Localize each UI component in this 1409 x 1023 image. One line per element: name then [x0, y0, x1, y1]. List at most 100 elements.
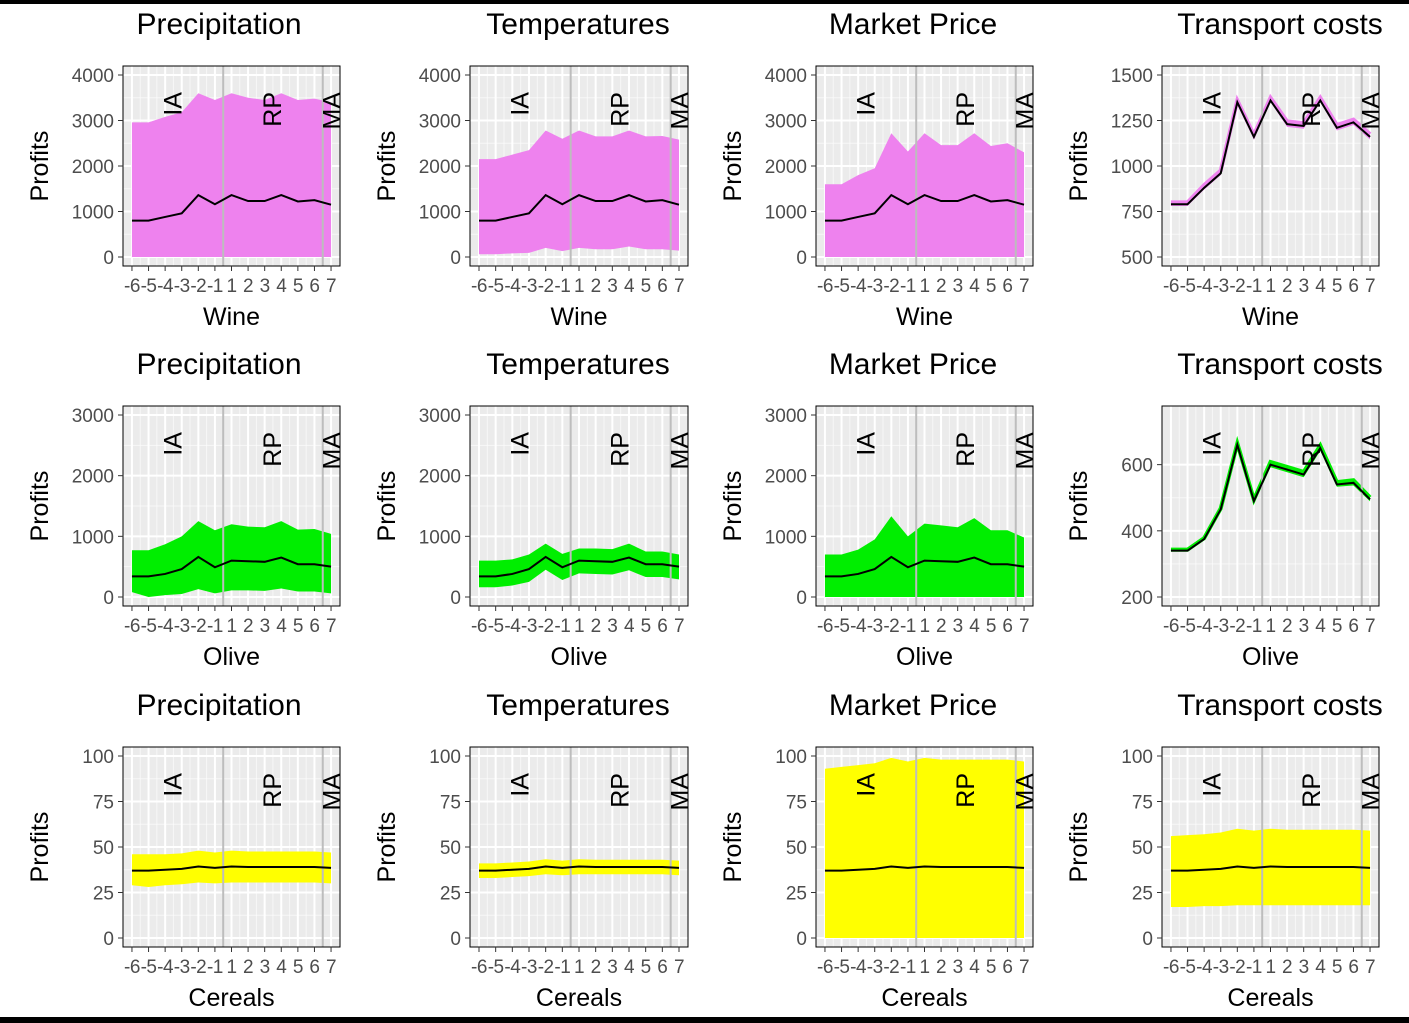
y-tick-label: 1000 [419, 527, 461, 548]
y-axis-title: Profits [719, 812, 747, 883]
y-tick-label: 3000 [765, 112, 807, 133]
x-tick-label: -4 [850, 616, 867, 637]
period-label-rp: RP [1298, 432, 1326, 467]
y-tick-label: 3000 [419, 112, 461, 133]
x-tick-label: 1 [1265, 616, 1275, 637]
panel-1: IA RP MA 0 1000 2000 3000 4000 -6 -5 -4 -3 -2 -1 1 2 3 4 5… [26, 8, 347, 331]
uncertainty-band [824, 516, 1025, 597]
x-tick-label: 1 [574, 616, 584, 637]
x-tick-label: -3 [1213, 616, 1229, 637]
x-tick-label: -2 [1229, 957, 1245, 978]
x-tick-label: 7 [1365, 957, 1375, 978]
x-tick-label: -1 [554, 276, 570, 297]
y-tick-label: 0 [450, 588, 461, 609]
median-line [1170, 441, 1371, 552]
median-line [479, 555, 680, 578]
x-tick-label: 4 [624, 276, 635, 297]
x-tick-label: -5 [141, 616, 157, 637]
panel-2: IA RP MA 0 1000 2000 3000 4000 -6 -5 -4 -3 -2 -1 1 2 3 4 5… [373, 8, 695, 331]
x-tick-label: 7 [1019, 276, 1029, 297]
x-tick-label: 1 [226, 616, 236, 637]
x-tick-label: 6 [1348, 616, 1358, 637]
x-tick-label: -6 [1163, 616, 1179, 637]
x-tick-label: 1 [1265, 276, 1275, 297]
x-tick-label: -2 [538, 276, 554, 297]
x-tick-label: 1 [226, 276, 236, 297]
x-axis-title: Cereals [536, 984, 622, 1012]
x-tick-label: -4 [1196, 616, 1213, 637]
x-tick-label: 3 [953, 957, 963, 978]
y-tick-label: 600 [1121, 456, 1153, 477]
period-label-ia: IA [852, 773, 880, 797]
panel-9: IA RP MA 0 25 50 75 100 -6 -5 -4 -3 -2 -1 1 2 3 4 5 6 7 Cerea… [26, 689, 347, 1012]
panel-title: Temperatures [486, 348, 669, 381]
x-tick-label: -5 [834, 957, 850, 978]
x-tick-label: 5 [293, 276, 303, 297]
x-tick-label: 3 [607, 957, 617, 978]
period-label-ia: IA [159, 432, 187, 456]
y-axis-title: Profits [1065, 812, 1093, 883]
x-tick-label: 6 [657, 616, 667, 637]
x-tick-label: -5 [1180, 616, 1196, 637]
period-label-rp: RP [607, 432, 635, 467]
period-label-rp: RP [259, 92, 287, 127]
median-line [824, 865, 1025, 872]
x-tick-label: 1 [919, 616, 929, 637]
x-tick-label: 2 [936, 616, 946, 637]
x-tick-label: -4 [504, 616, 521, 637]
period-label-rp: RP [1298, 92, 1326, 127]
y-tick-label: 100 [775, 747, 807, 768]
y-tick-label: 75 [1132, 793, 1153, 814]
y-tick-label: 4000 [72, 66, 114, 87]
x-tick-label: 6 [657, 957, 667, 978]
panel-6: IA RP MA 0 1000 2000 3000 -6 -5 -4 -3 -2 -1 1 2 3 4 5 6 7 Ol… [373, 348, 695, 671]
y-tick-label: 50 [1132, 838, 1153, 859]
x-tick-label: 3 [1299, 616, 1309, 637]
x-tick-label: -3 [1213, 957, 1229, 978]
x-tick-label: -4 [1196, 957, 1213, 978]
y-tick-label: 500 [1121, 248, 1153, 269]
y-tick-label: 400 [1121, 522, 1153, 543]
x-tick-label: 5 [641, 957, 651, 978]
x-tick-label: -4 [1196, 276, 1213, 297]
y-tick-label: 100 [429, 747, 461, 768]
panel-title: Transport costs [1177, 8, 1383, 41]
x-tick-label: -2 [538, 616, 554, 637]
y-tick-label: 0 [796, 929, 807, 950]
x-tick-label: -3 [521, 957, 537, 978]
x-tick-label: 2 [243, 616, 253, 637]
period-label-ia: IA [159, 773, 187, 797]
x-tick-label: 6 [1002, 276, 1012, 297]
x-tick-label: 5 [1332, 276, 1342, 297]
uncertainty-band [131, 850, 332, 888]
y-tick-label: 1000 [419, 203, 461, 224]
period-label-ma: MA [1012, 92, 1040, 130]
y-axis-title: Profits [26, 131, 54, 202]
period-label-rp: RP [952, 432, 980, 467]
period-label-ia: IA [507, 432, 535, 456]
period-label-rp: RP [607, 92, 635, 127]
period-label-ia: IA [1198, 432, 1226, 456]
x-tick-label: -1 [1246, 957, 1262, 978]
x-tick-label: 4 [276, 616, 287, 637]
y-tick-label: 0 [450, 248, 461, 269]
y-tick-label: 50 [440, 838, 461, 859]
x-tick-label: -5 [1180, 276, 1196, 297]
y-tick-label: 2000 [419, 157, 461, 178]
y-tick-label: 50 [93, 838, 114, 859]
x-tick-label: 5 [293, 616, 303, 637]
period-label-ma: MA [1012, 773, 1040, 811]
uncertainty-band [824, 757, 1025, 938]
x-tick-label: 6 [1348, 957, 1358, 978]
x-tick-label: -5 [488, 616, 504, 637]
x-tick-label: -3 [174, 276, 190, 297]
y-axis-title: Profits [373, 131, 401, 202]
period-label-ia: IA [852, 92, 880, 116]
x-tick-label: -1 [207, 957, 223, 978]
x-tick-label: 4 [276, 957, 287, 978]
period-label-ia: IA [159, 92, 187, 116]
period-label-rp: RP [1298, 773, 1326, 808]
median-line [1170, 98, 1371, 206]
period-label-ia: IA [1198, 92, 1226, 116]
